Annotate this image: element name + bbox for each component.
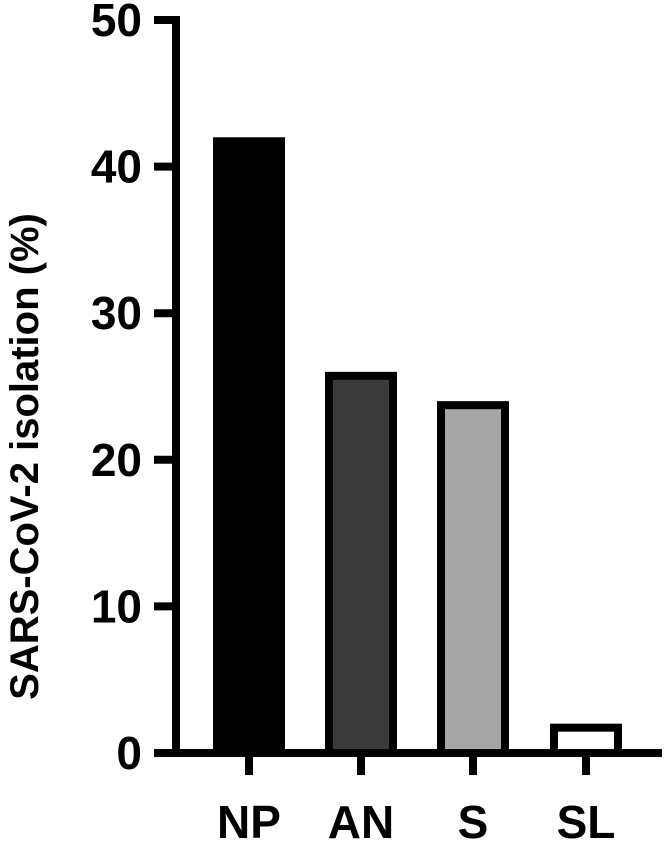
axes-layer xyxy=(172,16,662,757)
y-axis-title: SARS-CoV-2 isolation (%) xyxy=(3,213,47,700)
y-tick-label: 40 xyxy=(91,141,142,193)
bars-layer xyxy=(213,137,622,757)
y-tick-label: 20 xyxy=(91,434,142,486)
x-tick-label: S xyxy=(458,796,489,848)
y-tick-label: 30 xyxy=(91,287,142,339)
bar-an xyxy=(325,371,397,757)
y-tick-label: 10 xyxy=(91,580,142,632)
x-tick-label: AN xyxy=(328,796,394,848)
x-tick-label: NP xyxy=(217,796,281,848)
y-tick-label: 0 xyxy=(116,727,142,779)
y-tick-label: 50 xyxy=(91,0,142,46)
bar-np xyxy=(213,137,285,757)
bar-s xyxy=(437,401,509,757)
x-tick-label: SL xyxy=(557,796,616,848)
x-ticks-layer: NP AN S SL xyxy=(217,753,615,848)
y-ticks-layer: 0 10 20 30 40 50 xyxy=(91,0,176,779)
